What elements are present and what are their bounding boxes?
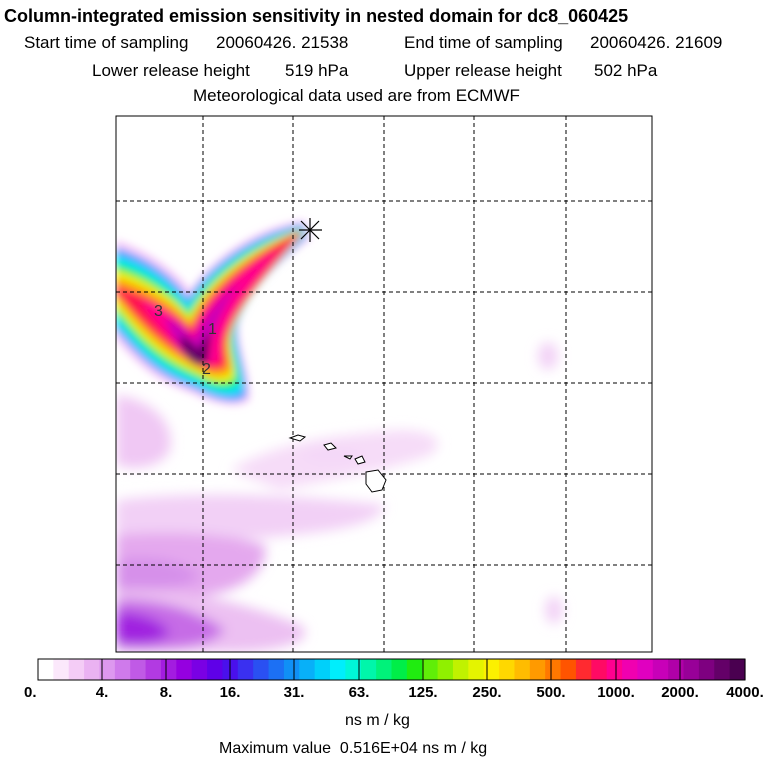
colorbar-tick-label: 63.	[348, 684, 370, 701]
island-hawaii	[365, 469, 387, 493]
colorbar-swatch	[376, 659, 393, 680]
colorbar-swatch	[53, 659, 70, 680]
colorbar-swatch	[575, 659, 592, 680]
colorbar-unit: ns m / kg	[345, 712, 410, 729]
colorbar-swatch	[591, 659, 608, 680]
colorbar-swatch	[38, 659, 54, 680]
colorbar-swatch	[391, 659, 408, 680]
colorbar-tick-label: 8.	[159, 684, 173, 701]
island-kauai	[288, 434, 307, 442]
colorbar-swatch	[237, 659, 254, 680]
colorbar-swatch	[84, 659, 101, 680]
colorbar-swatch	[698, 659, 715, 680]
island-molokai	[343, 455, 353, 460]
colorbar-swatch	[345, 659, 362, 680]
colorbar-swatch	[145, 659, 162, 680]
colorbar-swatch	[99, 659, 116, 680]
end-time-value: 20060426. 21609	[590, 33, 723, 52]
colorbar-swatch	[191, 659, 208, 680]
map-frame	[115, 115, 653, 653]
colorbar-tick-label: 125.	[408, 684, 438, 701]
low-sensitivity-haze	[116, 342, 563, 652]
max-value-line: Maximum value 0.516E+04 ns m / kg	[219, 740, 488, 757]
colorbar-swatch	[652, 659, 669, 680]
colorbar-swatch	[529, 659, 546, 680]
colorbar-swatch	[360, 659, 377, 680]
plume-label-3: 3	[154, 303, 163, 320]
upper-height-value: 502 hPa	[594, 61, 658, 80]
colorbar-swatch	[452, 659, 469, 680]
colorbar-swatch	[560, 659, 577, 680]
colorbar-swatch	[68, 659, 85, 680]
plume-label-1: 1	[208, 321, 217, 338]
colorbar-swatch	[468, 659, 485, 680]
colorbar-swatch	[283, 659, 300, 680]
colorbar-swatch	[207, 659, 224, 680]
colorbar-swatch	[253, 659, 270, 680]
colorbar-tick-label: 500.	[536, 684, 566, 701]
colorbar-tick-label: 2000.	[661, 684, 699, 701]
start-time-value: 20060426. 21538	[216, 33, 349, 52]
lower-height-value: 519 hPa	[285, 61, 349, 80]
colorbar-swatch	[622, 659, 639, 680]
plot-title: Column-integrated emission sensitivity i…	[4, 6, 629, 26]
lower-height-label: Lower release height	[92, 61, 250, 80]
colorbar-swatch	[606, 659, 623, 680]
colorbar-swatch	[314, 659, 331, 680]
colorbar-swatch	[437, 659, 454, 680]
colorbar-swatch	[114, 659, 131, 680]
colorbar-tick-label: 250.	[472, 684, 502, 701]
colorbar-swatch	[729, 659, 746, 680]
colorbar-swatch	[483, 659, 500, 680]
end-time-label: End time of sampling	[404, 33, 563, 52]
release-point-marker	[299, 218, 322, 242]
island-oahu	[323, 442, 337, 451]
colorbar-swatch	[299, 659, 316, 680]
plume-bands	[116, 220, 310, 406]
colorbar-swatch	[160, 659, 177, 680]
colorbar-tick-label: 1000.	[597, 684, 635, 701]
colorbar-tick-label: 4000.	[726, 684, 764, 701]
colorbar-swatch	[406, 659, 423, 680]
colorbar-swatch	[130, 659, 147, 680]
colorbar-swatch	[499, 659, 516, 680]
colorbar-swatch	[668, 659, 685, 680]
colorbar-swatch	[545, 659, 562, 680]
emission-field	[116, 116, 652, 652]
upper-height-label: Upper release height	[404, 61, 562, 80]
plume-label-2: 2	[202, 361, 211, 378]
colorbar-swatch	[176, 659, 193, 680]
colorbar-swatch	[714, 659, 731, 680]
colorbar-tick-label: 0.	[24, 684, 37, 701]
colorbar-swatch	[268, 659, 285, 680]
start-time-label: Start time of sampling	[24, 33, 189, 52]
colorbar-tick-label: 31.	[283, 684, 305, 701]
colorbar-swatch	[330, 659, 346, 680]
colorbar-swatch	[637, 659, 654, 680]
island-coastlines	[288, 434, 387, 493]
colorbar-swatch	[683, 659, 700, 680]
island-maui	[354, 455, 366, 465]
colorbar-tick-label: 4.	[95, 684, 109, 701]
colorbar	[37, 658, 746, 681]
lat-lon-grid	[116, 116, 652, 652]
colorbar-tick-label: 16.	[219, 684, 241, 701]
colorbar-swatch	[422, 659, 439, 680]
met-data-line: Meteorological data used are from ECMWF	[193, 86, 520, 105]
colorbar-swatch	[514, 659, 531, 680]
